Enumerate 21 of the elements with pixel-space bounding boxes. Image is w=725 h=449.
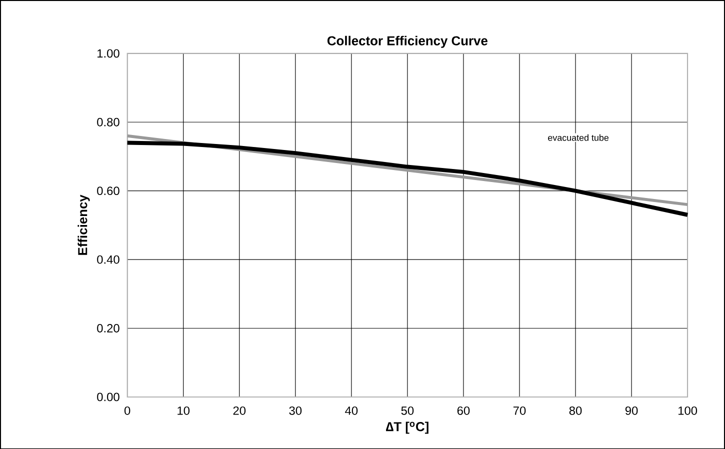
y-tick-label: 0.00 (97, 392, 120, 401)
y-tick-label: 0.60 (97, 186, 120, 195)
annotation: evacuated tube (548, 134, 609, 141)
y-tick-label: 0.80 (97, 118, 120, 126)
x-tick-label: 0 (124, 406, 130, 415)
x-tick-label: 100 (678, 406, 698, 415)
x-tick-label: 60 (457, 406, 470, 415)
x-tick-label: 30 (289, 406, 302, 415)
x-tick-label: 40 (345, 406, 358, 415)
x-tick-label: 90 (625, 406, 638, 415)
y-tick-label: 1.00 (98, 49, 120, 58)
x-tick-label: 80 (569, 406, 582, 415)
x-axis-title: ∆T [$^{o}$C] (386, 422, 428, 434)
x-tick-label: 70 (513, 406, 526, 415)
chart-title: Collector Efficiency Curve (327, 36, 488, 48)
x-tick-label: 10 (178, 406, 190, 415)
x-tick-label: 20 (233, 406, 246, 415)
y-tick-label: 0.40 (97, 255, 120, 264)
x-tick-label: 50 (401, 406, 414, 415)
y-axis-title: Efficiency (78, 194, 90, 255)
y-tick-label: 0.20 (97, 324, 120, 332)
